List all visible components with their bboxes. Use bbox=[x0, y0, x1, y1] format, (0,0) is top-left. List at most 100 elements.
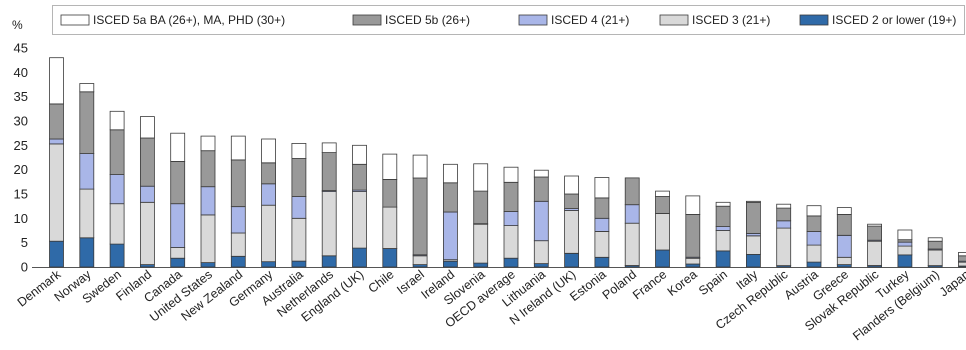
bar-segment-isced-3-21 bbox=[806, 244, 822, 263]
bar-canada bbox=[170, 132, 186, 268]
bar-segment-isced-2-or-lower-19 bbox=[685, 263, 701, 268]
bar-segment-isced-2-or-lower-19 bbox=[49, 240, 64, 268]
legend-label: ISCED 5b (26+) bbox=[385, 13, 470, 27]
bar-segment-isced-4-21 bbox=[200, 186, 216, 216]
bar-segment-isced-4-21 bbox=[533, 200, 549, 242]
bar-segment-isced-5b-26 bbox=[624, 177, 640, 206]
bar-segment-isced-2-or-lower-19 bbox=[291, 260, 307, 268]
bar-germany bbox=[261, 138, 277, 268]
bar-segment-isced-3-21 bbox=[109, 203, 125, 245]
bar-turkey bbox=[897, 229, 913, 268]
bar-segment-isced-2-or-lower-19 bbox=[382, 248, 398, 268]
x-tick-label: Spain bbox=[696, 267, 730, 298]
bar-segment-isced-3-21 bbox=[776, 227, 792, 267]
bar-segment-isced-2-or-lower-19 bbox=[79, 237, 95, 268]
bar-segment-isced-3-21 bbox=[170, 247, 186, 259]
bar-segment-isced-3-21 bbox=[412, 255, 428, 266]
legend-item-isced-5a-ba-26-ma-phd-30: ISCED 5a BA (26+), MA, PHD (30+) bbox=[60, 13, 285, 27]
bar-segment-isced-5a-ba-26-ma-phd-30 bbox=[321, 142, 337, 153]
bar-segment-isced-5a-ba-26-ma-phd-30 bbox=[806, 205, 822, 217]
bar-segment-isced-2-or-lower-19 bbox=[715, 250, 731, 268]
bar-segment-isced-5b-26 bbox=[291, 158, 307, 197]
bar-segment-isced-2-or-lower-19 bbox=[564, 252, 579, 268]
bar-segment-isced-4-21 bbox=[139, 185, 155, 203]
bar-segment-isced-5b-26 bbox=[594, 197, 610, 219]
bar-segment-isced-4-21 bbox=[503, 211, 519, 227]
bar-ireland bbox=[442, 163, 458, 268]
bar-segment-isced-5a-ba-26-ma-phd-30 bbox=[564, 175, 579, 195]
legend-swatch bbox=[659, 14, 689, 26]
bar-segment-isced-3-21 bbox=[230, 232, 246, 257]
bar-japan bbox=[958, 251, 966, 268]
bar-segment-isced-4-21 bbox=[79, 153, 95, 190]
bar-segment-isced-5a-ba-26-ma-phd-30 bbox=[715, 201, 731, 207]
bars bbox=[49, 57, 966, 268]
bar-segment-isced-5b-26 bbox=[170, 160, 186, 205]
bar-segment-isced-2-or-lower-19 bbox=[352, 247, 367, 268]
bar-segment-isced-5a-ba-26-ma-phd-30 bbox=[109, 110, 125, 131]
bar-segment-isced-3-21 bbox=[139, 201, 155, 266]
bar-segment-isced-3-21 bbox=[746, 235, 761, 255]
bar-segment-isced-5a-ba-26-ma-phd-30 bbox=[49, 57, 64, 105]
bar-segment-isced-3-21 bbox=[49, 143, 64, 242]
bar-austria bbox=[806, 205, 822, 268]
bar-segment-isced-5b-26 bbox=[503, 181, 519, 212]
bar-segment-isced-3-21 bbox=[867, 240, 882, 266]
y-tick-label: 0 bbox=[21, 260, 28, 275]
y-tick-label: 20 bbox=[14, 162, 28, 177]
bar-segment-isced-5b-26 bbox=[261, 162, 277, 185]
bar-segment-isced-3-21 bbox=[927, 249, 943, 267]
bar-finland bbox=[139, 116, 155, 268]
legend-item-isced-5b-26: ISCED 5b (26+) bbox=[352, 13, 470, 27]
bar-segment-isced-4-21 bbox=[442, 211, 458, 261]
bar-n-ireland-uk bbox=[564, 175, 579, 268]
bar-poland bbox=[624, 177, 640, 268]
y-axis-unit: % bbox=[12, 18, 23, 32]
bar-segment-isced-5a-ba-26-ma-phd-30 bbox=[291, 142, 307, 159]
legend: ISCED 5a BA (26+), MA, PHD (30+) ISCED 5b… bbox=[52, 5, 965, 35]
bar-segment-isced-5a-ba-26-ma-phd-30 bbox=[352, 144, 367, 165]
bar-norway bbox=[79, 83, 95, 268]
bar-segment-isced-5a-ba-26-ma-phd-30 bbox=[685, 195, 701, 215]
x-tick-label: France bbox=[630, 267, 669, 302]
x-tick-label: Poland bbox=[600, 267, 639, 302]
bar-segment-isced-4-21 bbox=[49, 138, 64, 145]
bar-australia bbox=[291, 142, 307, 268]
bar-segment-isced-3-21 bbox=[715, 230, 731, 252]
y-axis: 0 5 10 15 20 25 30 35 40 45 bbox=[14, 41, 966, 275]
bar-segment-isced-5a-ba-26-ma-phd-30 bbox=[200, 135, 216, 152]
bar-segment-isced-2-or-lower-19 bbox=[897, 254, 913, 268]
legend-label: ISCED 3 (21+) bbox=[692, 13, 770, 27]
bar-chile bbox=[382, 153, 398, 268]
bar-segment-isced-5a-ba-26-ma-phd-30 bbox=[412, 154, 428, 179]
bar-segment-isced-4-21 bbox=[897, 241, 913, 247]
bar-segment-isced-2-or-lower-19 bbox=[533, 263, 549, 268]
bar-segment-isced-2-or-lower-19 bbox=[321, 255, 337, 268]
y-tick-label: 5 bbox=[21, 235, 28, 250]
bar-segment-isced-5b-26 bbox=[139, 137, 155, 187]
bar-segment-isced-2-or-lower-19 bbox=[503, 257, 519, 268]
bar-segment-isced-5b-26 bbox=[200, 150, 216, 188]
x-tick-label: Korea bbox=[665, 267, 700, 299]
bar-segment-isced-5a-ba-26-ma-phd-30 bbox=[170, 132, 186, 162]
bar-segment-isced-5b-26 bbox=[958, 255, 966, 262]
bar-segment-isced-5b-26 bbox=[109, 129, 125, 176]
bar-segment-isced-3-21 bbox=[291, 217, 307, 262]
y-tick-label: 45 bbox=[14, 41, 28, 56]
y-tick-label: 15 bbox=[14, 187, 28, 202]
bar-segment-isced-5b-26 bbox=[806, 215, 822, 232]
bar-segment-isced-5a-ba-26-ma-phd-30 bbox=[442, 163, 458, 184]
legend-item-isced-4-21: ISCED 4 (21+) bbox=[518, 13, 629, 27]
legend-item-isced-2-or-lower-19: ISCED 2 or lower (19+) bbox=[799, 13, 956, 27]
bar-sweden bbox=[109, 110, 125, 268]
x-tick-label: Japan bbox=[937, 267, 966, 299]
bar-segment-isced-4-21 bbox=[776, 220, 792, 229]
bar-segment-isced-5a-ba-26-ma-phd-30 bbox=[927, 237, 943, 242]
bar-segment-isced-5a-ba-26-ma-phd-30 bbox=[867, 223, 882, 227]
bar-segment-isced-4-21 bbox=[170, 203, 186, 248]
bar-slovenia bbox=[473, 163, 489, 268]
bar-segment-isced-2-or-lower-19 bbox=[594, 256, 610, 268]
bar-greece bbox=[836, 207, 852, 268]
bar-netherlands bbox=[321, 142, 337, 268]
